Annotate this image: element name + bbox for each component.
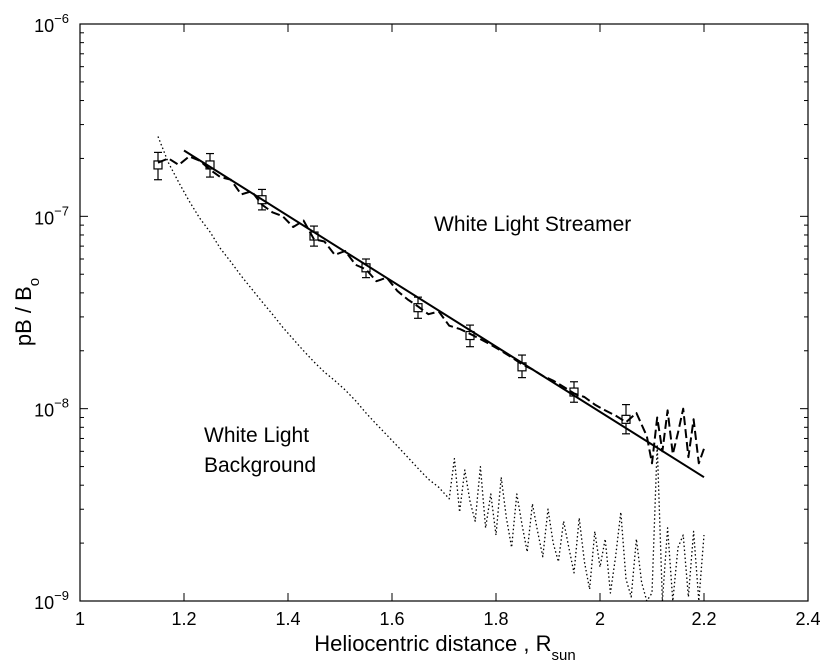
y-tick-label: 10−9 <box>34 588 69 613</box>
y-axis-title-text: pB / B <box>11 286 36 346</box>
annotation-background-line2: Background <box>204 454 316 477</box>
x-tick-label: 1.6 <box>379 609 404 629</box>
y-tick-label-base: 10 <box>34 16 54 36</box>
series-layer <box>153 136 705 601</box>
x-tick-label: 1.8 <box>483 609 508 629</box>
y-tick-label-exponent: −6 <box>54 11 69 26</box>
streamer-dashed-line <box>157 155 705 465</box>
x-tick-label: 1.4 <box>275 609 300 629</box>
annotation-streamer: White Light Streamer <box>434 213 631 236</box>
annotation-background-line1: White Light <box>204 424 309 447</box>
y-tick-label-base: 10 <box>34 208 54 228</box>
x-tick-label: 2.4 <box>795 609 820 629</box>
plot-frame <box>79 23 809 602</box>
y-tick-label-exponent: −9 <box>54 588 69 603</box>
y-tick-label: 10−6 <box>34 11 69 36</box>
x-tick-label: 2 <box>595 609 605 629</box>
y-tick-label-base: 10 <box>34 401 54 421</box>
y-tick-label: 10−8 <box>34 396 69 421</box>
y-axis-title-subscript: o <box>26 278 43 286</box>
fit-line <box>183 149 705 479</box>
data-point-square <box>413 303 423 313</box>
data-point-square <box>153 160 163 170</box>
y-tick-label-exponent: −7 <box>54 203 69 218</box>
y-tick-label-base: 10 <box>34 593 54 613</box>
labels-layer: White Light Streamer White Light Backgro… <box>11 213 631 664</box>
x-tick-label: 1 <box>75 609 85 629</box>
x-tick-label: 2.2 <box>691 609 716 629</box>
axes-layer: 1 1.2 1.4 1.6 1.8 2 2.2 2.410−910−810−710−6 <box>34 11 820 629</box>
y-tick-label-exponent: −8 <box>54 396 69 411</box>
x-axis-title-text: Heliocentric distance , R <box>314 631 551 656</box>
x-tick-label: 1.2 <box>171 609 196 629</box>
y-tick-label: 10−7 <box>34 203 69 228</box>
x-axis-title-subscript: sun <box>552 647 576 664</box>
x-axis-title: Heliocentric distance , Rsun <box>314 631 575 664</box>
background-dotted-line <box>157 136 705 601</box>
y-axis-title: pB / Bo <box>11 278 43 346</box>
